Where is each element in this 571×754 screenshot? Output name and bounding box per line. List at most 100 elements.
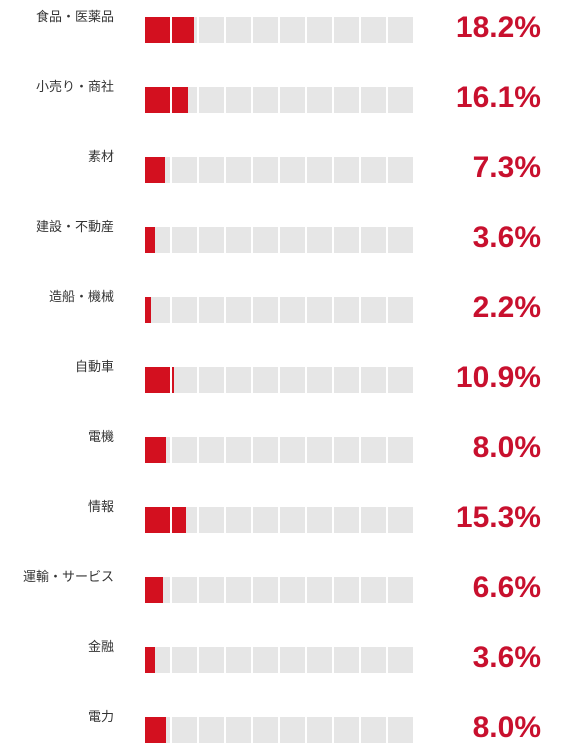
- bar-cell: [307, 157, 332, 183]
- cell-separator: [359, 297, 361, 323]
- bar-cell: [361, 367, 386, 393]
- bar-fill: [145, 17, 194, 43]
- cell-separator: [224, 297, 226, 323]
- bar-cell: [172, 647, 197, 673]
- bar-cell: [361, 87, 386, 113]
- cell-separator: [386, 87, 388, 113]
- value-label: 3.6%: [472, 221, 541, 254]
- bar-cell: [388, 17, 413, 43]
- cell-separator: [278, 87, 280, 113]
- bar-track: [145, 647, 415, 673]
- bar-cell: [388, 367, 413, 393]
- bar-cell: [334, 367, 359, 393]
- bar-fill: [145, 227, 155, 253]
- cell-separator: [359, 507, 361, 533]
- value-label: 16.1%: [455, 81, 541, 114]
- bar-cell: [280, 367, 305, 393]
- chart-row: 造船・機械 2.2%: [0, 290, 571, 324]
- chart-row: 素材 7.3%: [0, 150, 571, 184]
- bar-cell: [388, 297, 413, 323]
- cell-separator: [305, 87, 307, 113]
- bar-cell: [226, 297, 251, 323]
- bar-cell: [388, 717, 413, 743]
- cell-separator: [305, 577, 307, 603]
- bar-fill: [145, 577, 163, 603]
- bar-cell: [388, 647, 413, 673]
- bar-track: [145, 227, 415, 253]
- bar-cell: [199, 577, 224, 603]
- category-label: 電機: [87, 430, 114, 445]
- bar-cell: [361, 717, 386, 743]
- cell-separator: [332, 157, 334, 183]
- bar-cell: [388, 437, 413, 463]
- cell-separator: [251, 507, 253, 533]
- bar-cell: [199, 717, 224, 743]
- cell-separator: [305, 647, 307, 673]
- cell-separator: [224, 17, 226, 43]
- bar-cell: [388, 157, 413, 183]
- bar-cell: [226, 647, 251, 673]
- bar-cell: [199, 227, 224, 253]
- bar-fill: [145, 297, 151, 323]
- cell-separator: [170, 157, 172, 183]
- cell-separator: [305, 297, 307, 323]
- cell-separator: [386, 17, 388, 43]
- cell-separator: [197, 367, 199, 393]
- bar-cell: [226, 717, 251, 743]
- cell-separator: [170, 437, 172, 463]
- bar-fill: [145, 87, 188, 113]
- cell-separator: [386, 157, 388, 183]
- cell-separator: [305, 507, 307, 533]
- cell-separator: [359, 367, 361, 393]
- bar-cell: [307, 577, 332, 603]
- cell-separator: [332, 297, 334, 323]
- category-label: 情報: [87, 500, 114, 515]
- bar-cell: [253, 297, 278, 323]
- bar-cell: [199, 157, 224, 183]
- cell-separator: [278, 367, 280, 393]
- cell-separator: [332, 87, 334, 113]
- category-label: 自動車: [74, 360, 114, 375]
- bar-cell: [226, 157, 251, 183]
- cell-separator: [170, 717, 172, 743]
- cell-separator: [278, 297, 280, 323]
- bar-cell: [361, 157, 386, 183]
- chart-row: 建設・不動産 3.6%: [0, 220, 571, 254]
- cell-separator: [278, 577, 280, 603]
- cell-separator: [305, 157, 307, 183]
- bar-cell: [226, 507, 251, 533]
- bar-fill: [145, 367, 174, 393]
- bar-cell: [280, 227, 305, 253]
- bar-cell: [334, 87, 359, 113]
- cell-separator: [251, 647, 253, 673]
- chart-row: 電機 8.0%: [0, 430, 571, 464]
- cell-separator: [170, 367, 172, 393]
- bar-cell: [280, 507, 305, 533]
- bar-cell: [361, 17, 386, 43]
- cell-separator: [359, 437, 361, 463]
- bar-cell: [172, 577, 197, 603]
- cell-separator: [332, 367, 334, 393]
- cell-separator: [224, 717, 226, 743]
- cell-separator: [197, 437, 199, 463]
- bar-cell: [280, 17, 305, 43]
- cell-separator: [332, 717, 334, 743]
- cell-separator: [386, 367, 388, 393]
- bar-cell: [253, 87, 278, 113]
- bar-cell: [307, 17, 332, 43]
- cell-separator: [251, 157, 253, 183]
- cell-separator: [224, 507, 226, 533]
- cell-separator: [197, 297, 199, 323]
- value-label: 18.2%: [455, 11, 541, 44]
- cell-separator: [197, 577, 199, 603]
- bar-cell: [307, 507, 332, 533]
- bar-cell: [253, 157, 278, 183]
- cell-separator: [386, 297, 388, 323]
- bar-cell: [226, 17, 251, 43]
- cell-separator: [359, 157, 361, 183]
- cell-separator: [305, 437, 307, 463]
- bar-cell: [199, 297, 224, 323]
- bar-fill: [145, 717, 166, 743]
- cell-separator: [197, 157, 199, 183]
- cell-separator: [197, 227, 199, 253]
